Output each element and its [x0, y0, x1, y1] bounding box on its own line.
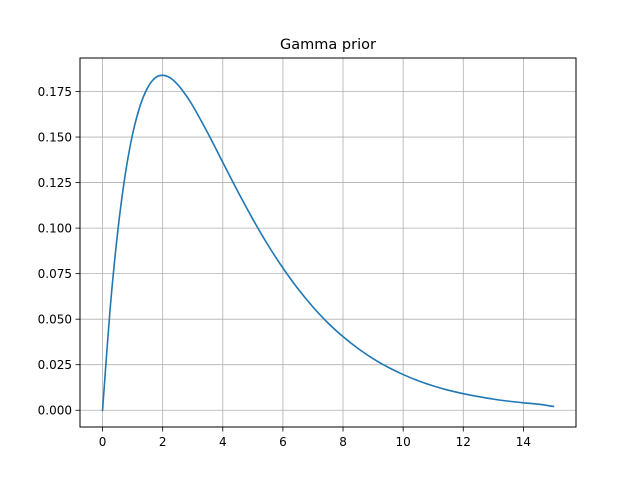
x-tick-label: 6 [279, 435, 287, 449]
grid-layer [80, 58, 576, 427]
gamma-density-line [101, 74, 555, 412]
y-tick-label: 0.075 [38, 267, 72, 281]
y-tick-label: 0.150 [38, 130, 72, 144]
x-tick-label: 10 [396, 435, 411, 449]
x-tick-label: 2 [159, 435, 167, 449]
y-tick-label: 0.050 [38, 312, 72, 326]
x-tick-label: 14 [516, 435, 531, 449]
chart-title: Gamma prior [280, 37, 376, 53]
y-tick-label: 0.025 [38, 358, 72, 372]
x-tick-label: 4 [219, 435, 227, 449]
x-tick-label: 12 [456, 435, 471, 449]
series-layer [101, 74, 555, 412]
x-tick-label: 0 [99, 435, 107, 449]
y-tick-label: 0.100 [38, 221, 72, 235]
y-axis: 0.000 0.025 0.050 0.075 0.100 0.125 0.150 0.175 [38, 85, 80, 418]
y-tick-label: 0.000 [38, 404, 72, 418]
plot-area-frame [79, 57, 577, 428]
x-axis: 0 2 4 6 8 10 12 14 [99, 427, 531, 449]
y-tick-label: 0.175 [38, 85, 72, 99]
y-tick-label: 0.125 [38, 176, 72, 190]
x-tick-label: 8 [339, 435, 347, 449]
